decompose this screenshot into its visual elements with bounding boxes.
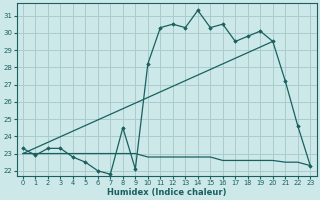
X-axis label: Humidex (Indice chaleur): Humidex (Indice chaleur) [107, 188, 226, 197]
